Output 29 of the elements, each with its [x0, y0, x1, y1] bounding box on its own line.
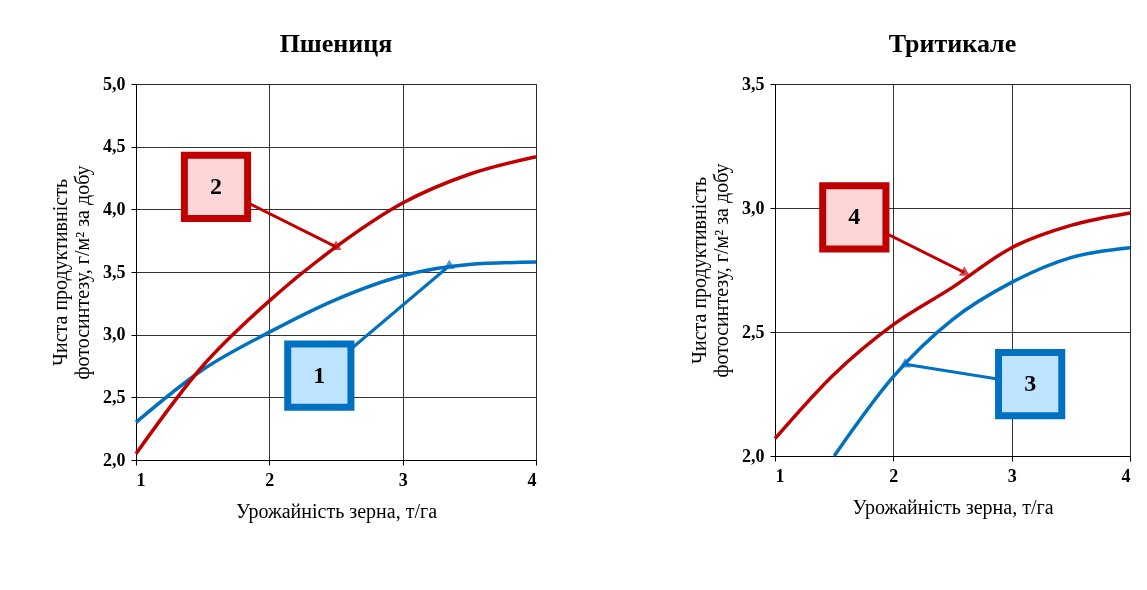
y-axis-title: Чиста продуктивність фотосинтезу, г/м² за добу: [49, 165, 94, 380]
x-tick-label: 4: [527, 469, 537, 490]
chart-title: Пшениця: [279, 29, 393, 58]
annotation: 3: [1024, 370, 1037, 397]
x-tick-label: 2: [265, 469, 275, 490]
x-tick-label: 3: [1007, 465, 1017, 486]
y-tick-label: 3,5: [103, 261, 126, 282]
y-tick-label: 3,0: [103, 324, 126, 345]
y-tick-label: 2,0: [103, 449, 126, 470]
y-tick-label: 2,0: [742, 445, 765, 466]
x-axis-title: Урожайність зерна, т/га: [852, 495, 1054, 519]
y-axis-title: Чиста продуктивність фотосинтезу, г/м² за добу: [688, 163, 733, 378]
annotation: 2: [210, 172, 222, 199]
y-tick-label: 2,5: [742, 321, 765, 342]
x-tick-label: 3: [398, 469, 408, 490]
x-tick-label: 2: [889, 465, 899, 486]
y-tick-label: 3,5: [742, 73, 765, 94]
annotation: 4: [848, 203, 861, 230]
chart-title: Тритикале: [888, 29, 1017, 58]
x-tick-label: 1: [136, 469, 146, 490]
y-tick-label: 5,0: [103, 73, 126, 94]
y-tick-label: 4,0: [103, 198, 126, 219]
y-tick-label: 3,0: [742, 197, 765, 218]
y-tick-label: 2,5: [103, 386, 126, 407]
x-axis-title: Урожайність зерна, т/га: [235, 499, 438, 523]
annotation: 1: [313, 361, 326, 388]
x-tick-label: 1: [775, 465, 785, 486]
y-tick-label: 4,5: [103, 136, 126, 157]
x-tick-label: 4: [1121, 465, 1131, 486]
